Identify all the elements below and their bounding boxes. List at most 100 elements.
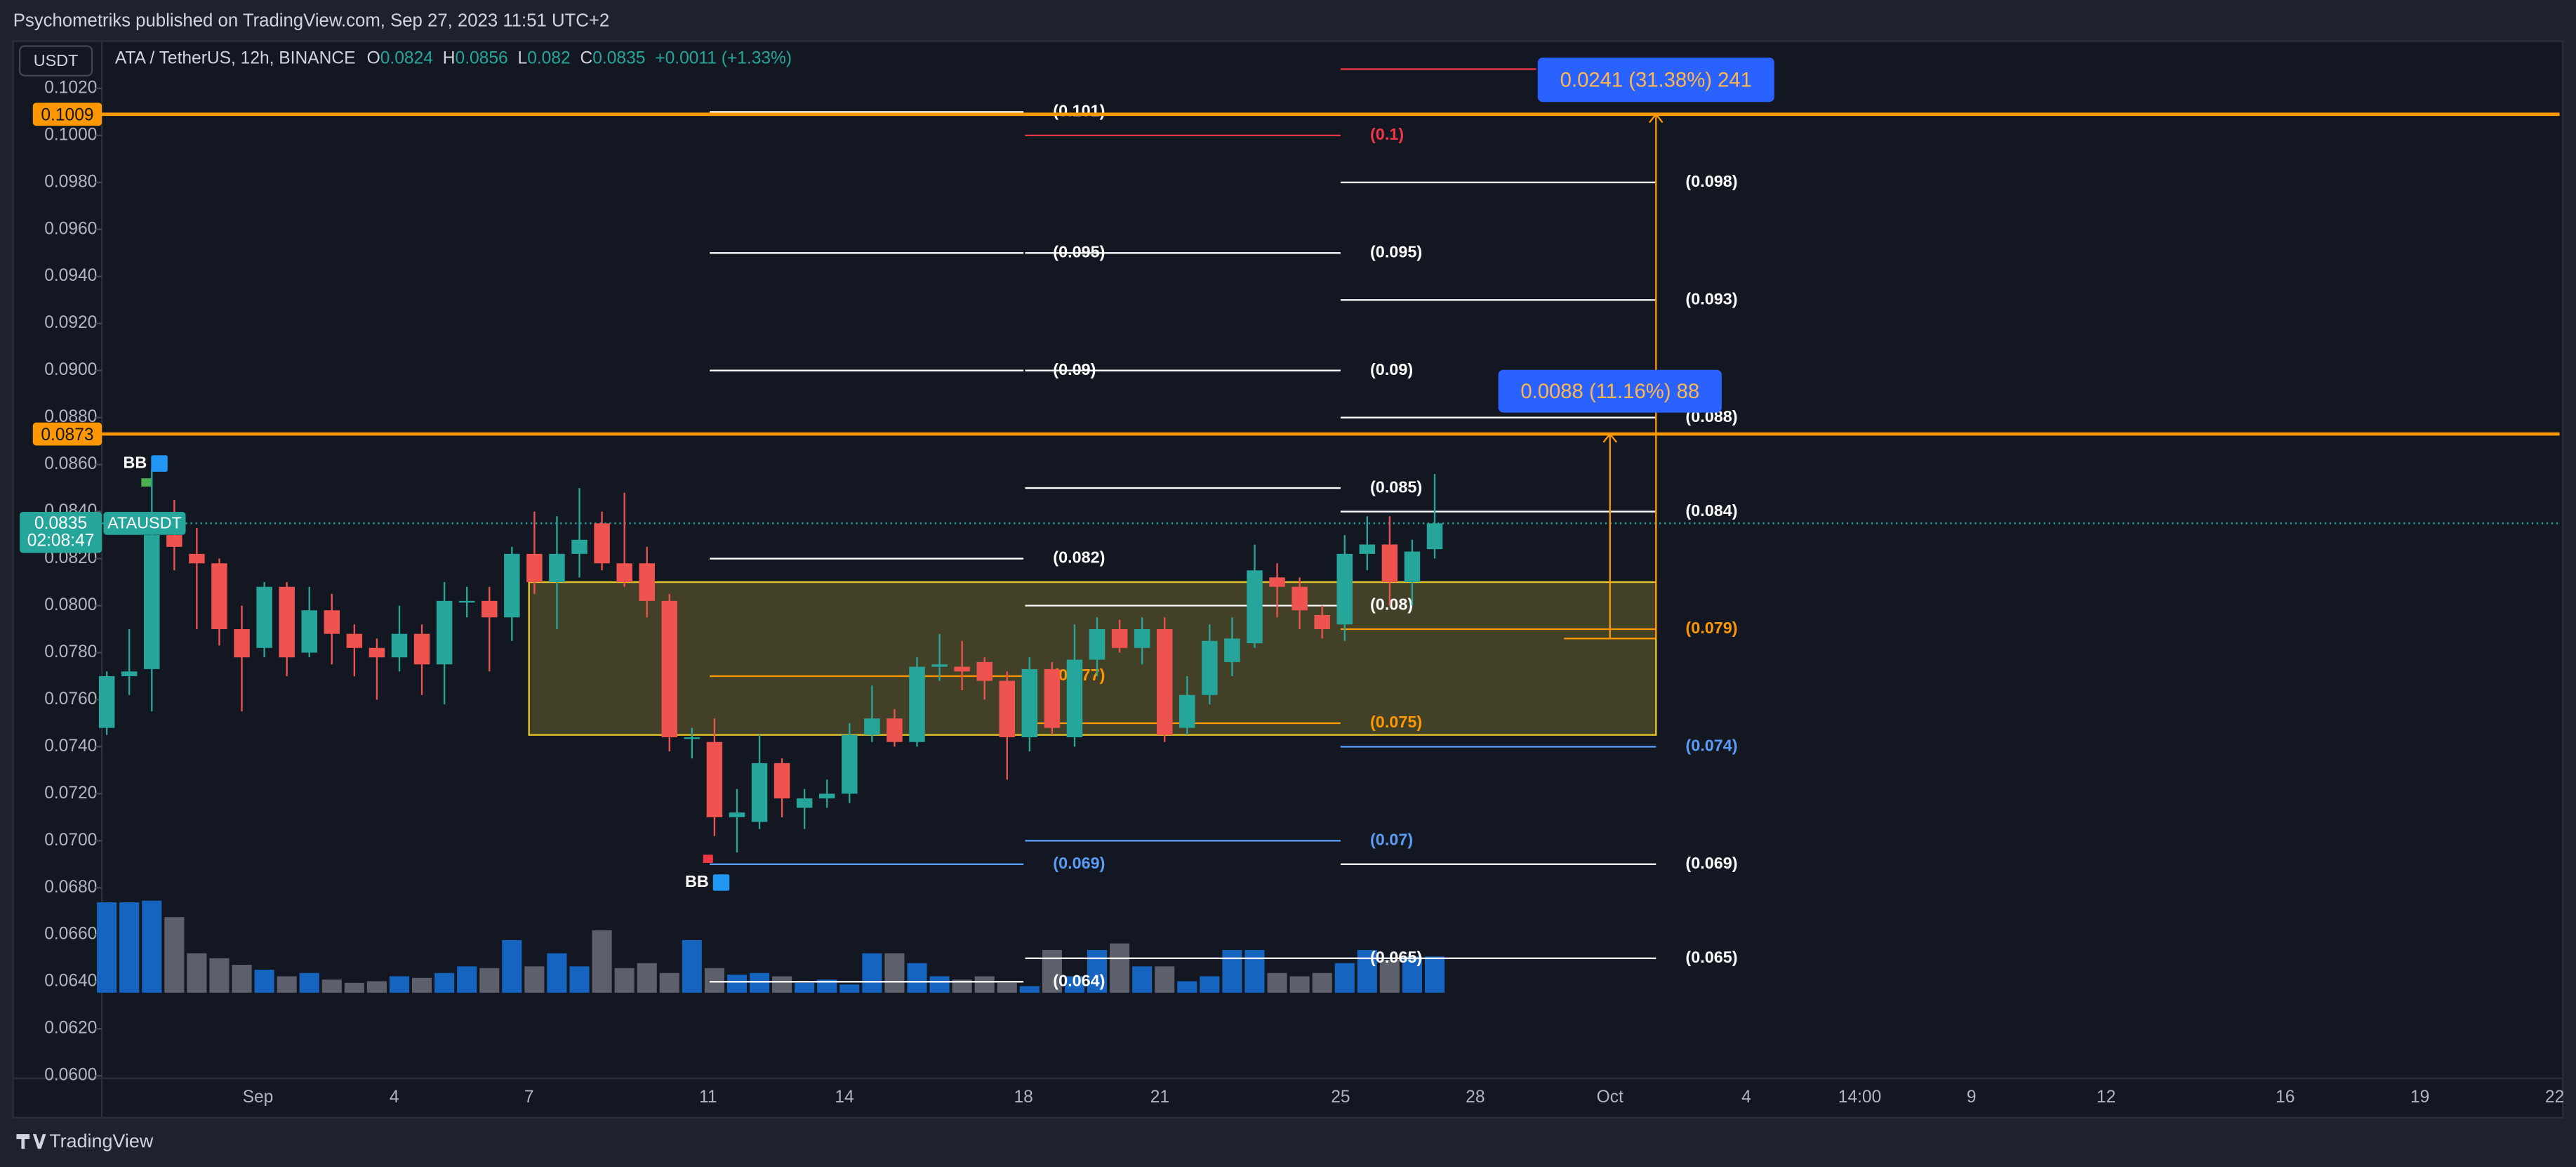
volume-bar: [366, 981, 387, 993]
fib-label: (0.064): [1053, 971, 1105, 989]
symbol-title: ATA / TetherUS, 12h, BINANCE: [115, 49, 356, 68]
volume-bar: [884, 953, 905, 993]
candle-body: [1089, 628, 1106, 660]
fib-label: (0.098): [1685, 172, 1737, 190]
currency-button[interactable]: [18, 45, 93, 77]
volume-bar: [704, 968, 724, 993]
candle-body: [256, 586, 272, 648]
candle-body: [1202, 640, 1218, 695]
candle-body: [684, 737, 701, 739]
y-tick-label: 0.0640: [44, 972, 97, 991]
candle-body: [549, 553, 565, 583]
volume-bar: [1222, 949, 1242, 993]
x-tick-label: 11: [699, 1088, 717, 1107]
legend-key: C: [580, 49, 593, 68]
signal-flag: [703, 855, 713, 863]
candle-body: [594, 523, 610, 564]
candle-body: [1314, 614, 1330, 629]
volume-bar: [1267, 972, 1287, 993]
fib-label: (0.069): [1053, 854, 1105, 872]
volume-bar: [412, 977, 432, 993]
candle-body: [346, 633, 363, 648]
candle-body: [211, 563, 227, 629]
measure-box: [1537, 58, 1774, 103]
volume-bar: [817, 980, 837, 993]
volume-bar: [1064, 976, 1085, 993]
y-tick-label: 0.0900: [44, 360, 97, 379]
price-tag-label: 0.1009: [41, 106, 93, 125]
volume-bar: [344, 982, 364, 993]
signal-flag: [141, 478, 152, 487]
candle-body: [504, 553, 520, 618]
candle-body: [458, 600, 475, 603]
legend: ATA / TetherUS, 12h, BINANCE O0.0824 H0.…: [115, 49, 792, 68]
signal-icon: [712, 874, 730, 891]
fib-label: (0.09): [1370, 360, 1413, 378]
y-tick-label: 0.0700: [44, 831, 97, 850]
volume-bar: [749, 972, 770, 993]
candle-body: [842, 734, 858, 794]
legend-value: 0.0856: [456, 49, 508, 68]
volume-bar: [614, 968, 635, 993]
candle-body: [1111, 628, 1128, 648]
volume-bar: [389, 976, 410, 993]
y-tick-label: 0.0860: [44, 454, 97, 473]
candle-body: [774, 763, 790, 799]
volume-bar: [1087, 949, 1108, 993]
y-tick-label: 0.0680: [44, 878, 97, 897]
arrow-head: [1649, 112, 1664, 124]
legend-key: O: [367, 49, 380, 68]
volume-bar: [929, 976, 950, 993]
price-tag: [32, 422, 102, 446]
volume-bar: [592, 930, 612, 993]
fib-label: (0.07): [1370, 831, 1413, 849]
volume-bar: [1334, 963, 1355, 993]
volume-bar: [547, 953, 567, 993]
legend-change: +0.0011 (+1.33%): [655, 49, 792, 68]
candle-body: [976, 661, 992, 681]
measure-box: [1498, 369, 1722, 413]
volume-bar: [1155, 966, 1175, 993]
y-tick-label: 0.0720: [44, 784, 97, 803]
candle-body: [819, 793, 835, 799]
volume-bar: [1177, 981, 1197, 993]
candle-body: [729, 812, 745, 817]
volume-bar: [1357, 949, 1377, 993]
volume-bar: [479, 968, 500, 993]
y-tick-label: 0.1020: [44, 78, 97, 97]
current-price-tag: [20, 511, 102, 553]
candle-body: [999, 680, 1015, 738]
candle-body: [571, 539, 587, 554]
candle-body: [279, 586, 295, 658]
x-tick-label: 7: [524, 1088, 534, 1107]
arrow-head: [1602, 433, 1618, 443]
candle-body: [954, 666, 970, 672]
fib-label: (0.079): [1685, 619, 1737, 637]
fib-label: (0.093): [1685, 289, 1737, 308]
x-tick-label: 25: [1331, 1088, 1350, 1107]
symbol-tag-label: ATAUSDT: [107, 514, 182, 532]
x-tick-label: Oct: [1597, 1088, 1624, 1107]
candle-body: [1336, 553, 1353, 625]
currency-label[interactable]: USDT: [34, 51, 79, 70]
candle-body: [864, 718, 880, 735]
candle-body: [1179, 694, 1195, 728]
volume-bar: [232, 965, 252, 993]
x-tick-label: 22: [2545, 1088, 2564, 1107]
candle-body: [1404, 551, 1421, 583]
countdown-label: 02:08:47: [27, 532, 95, 550]
volume-bar: [164, 917, 185, 993]
volume-bar: [254, 970, 274, 993]
volume-bar: [907, 963, 927, 993]
volume-bar: [1424, 956, 1445, 993]
x-tick-label: 21: [1150, 1088, 1169, 1107]
y-tick-label: 0.0620: [44, 1019, 97, 1038]
volume-bar: [209, 958, 230, 993]
y-tick-label: 0.0600: [44, 1066, 97, 1085]
signal-icon: [151, 455, 168, 472]
candle-body: [166, 535, 182, 547]
candle-body: [1156, 628, 1173, 735]
candle-body: [796, 798, 813, 808]
x-tick-label: 16: [2276, 1088, 2295, 1107]
volume-bar: [974, 976, 995, 993]
